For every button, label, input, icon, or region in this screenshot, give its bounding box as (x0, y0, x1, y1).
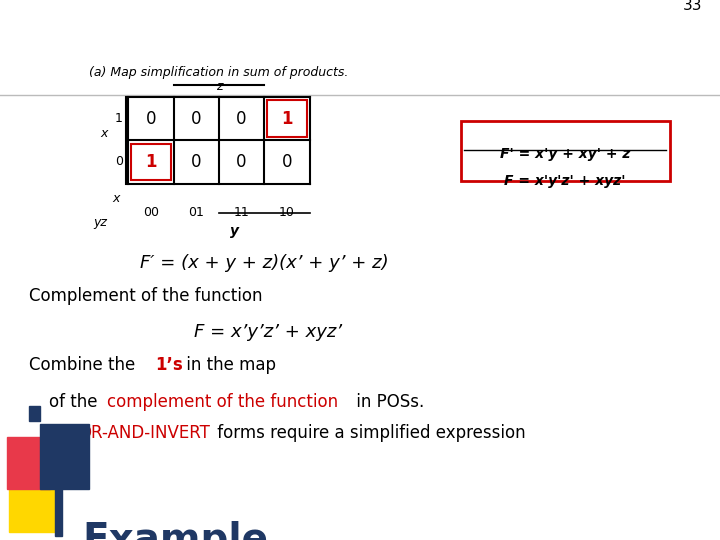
Text: y: y (230, 224, 239, 238)
Text: 1: 1 (115, 112, 122, 125)
Text: 1: 1 (282, 110, 292, 128)
Text: F = x'y'z' + xyz': F = x'y'z' + xyz' (505, 174, 626, 188)
Text: (a) Map simplification in sum of products.: (a) Map simplification in sum of product… (89, 66, 348, 79)
Text: Complement of the function: Complement of the function (29, 287, 262, 305)
Text: yz: yz (94, 216, 107, 229)
Bar (9, 481, 55, 532)
Text: 10: 10 (279, 206, 295, 219)
Bar (267, 100, 307, 137)
Text: 00: 00 (143, 206, 159, 219)
Bar (461, 122, 670, 181)
Text: OR-AND-INVERT: OR-AND-INVERT (78, 424, 210, 442)
Text: in POSs.: in POSs. (351, 393, 425, 410)
Bar (131, 144, 171, 180)
Text: of the: of the (49, 393, 103, 410)
Text: x: x (101, 127, 108, 140)
Text: Example: Example (83, 521, 269, 540)
Text: 0: 0 (236, 153, 247, 171)
Text: 0: 0 (191, 153, 202, 171)
Text: F′ = (x + y + z)(x’ + y’ + z): F′ = (x + y + z)(x’ + y’ + z) (140, 254, 389, 272)
Text: 11: 11 (234, 206, 249, 219)
Text: 0: 0 (236, 110, 247, 128)
Text: 1’s: 1’s (155, 356, 183, 374)
Bar (40, 424, 89, 489)
Text: in the map: in the map (181, 356, 276, 374)
Bar (29, 406, 40, 421)
Text: 0: 0 (145, 110, 156, 128)
Text: F' = x'y + xy' + z: F' = x'y + xy' + z (500, 147, 631, 161)
Text: 1: 1 (145, 153, 156, 171)
Text: 0: 0 (114, 156, 123, 168)
Text: forms require a simplified expression: forms require a simplified expression (212, 424, 526, 442)
Text: The: The (49, 424, 85, 442)
Bar (55, 428, 62, 536)
Text: 0: 0 (282, 153, 292, 171)
Text: complement of the function: complement of the function (107, 393, 338, 410)
Text: 33: 33 (683, 0, 702, 14)
Text: Combine the: Combine the (29, 356, 140, 374)
Text: 01: 01 (188, 206, 204, 219)
Text: x: x (112, 192, 120, 205)
Bar (7, 437, 50, 489)
Text: z: z (215, 80, 222, 93)
Text: 0: 0 (191, 110, 202, 128)
Text: F = x’y’z’ + xyz’: F = x’y’z’ + xyz’ (194, 323, 343, 341)
